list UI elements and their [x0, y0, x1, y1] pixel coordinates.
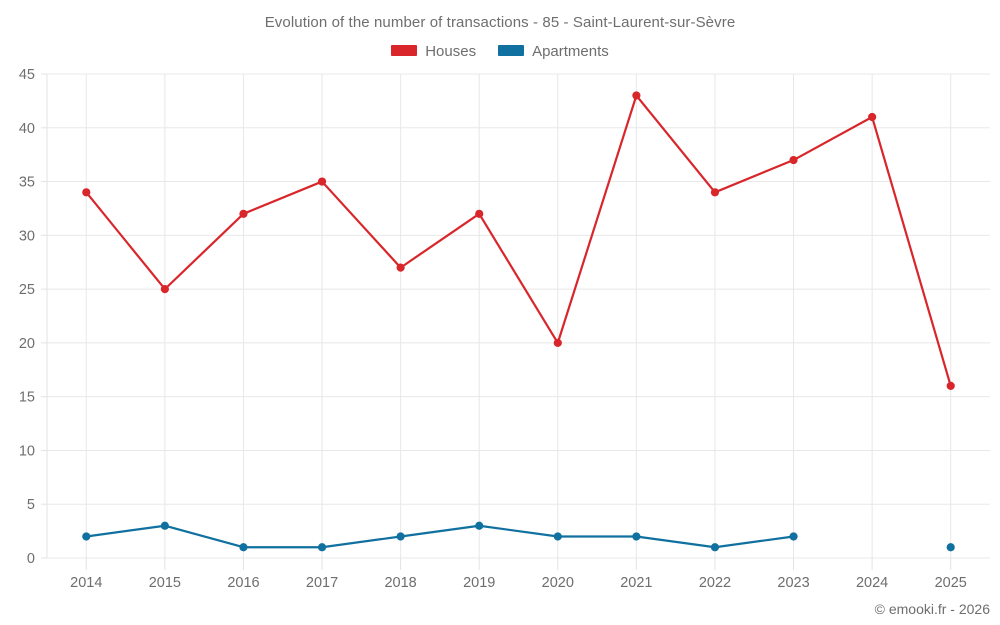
data-point[interactable]	[789, 155, 798, 165]
x-tick-label: 2017	[306, 575, 338, 591]
x-tick-label: 2015	[149, 575, 181, 591]
legend-swatch-houses	[391, 45, 418, 56]
y-tick-label: 10	[19, 443, 35, 459]
axis-lines	[41, 73, 952, 570]
y-tick-label: 5	[27, 497, 35, 513]
x-tick-label: 2023	[777, 575, 809, 591]
y-tick-label: 25	[19, 282, 35, 298]
series-line	[85, 94, 952, 388]
x-tick-label: 2018	[384, 575, 416, 591]
y-tick-label: 40	[19, 121, 35, 137]
data-point[interactable]	[710, 543, 720, 552]
y-tick-label: 45	[19, 67, 35, 83]
legend-item-houses[interactable]: Houses	[391, 43, 477, 60]
y-tick-label: 15	[19, 390, 35, 406]
series-apartments	[82, 521, 955, 552]
data-point[interactable]	[789, 532, 798, 541]
y-tick-label: 30	[19, 228, 35, 244]
x-tick-label: 2014	[70, 575, 102, 591]
data-point[interactable]	[710, 188, 720, 197]
data-point[interactable]	[868, 112, 877, 122]
data-point[interactable]	[317, 543, 327, 552]
chart-title: Evolution of the number of transactions …	[264, 14, 736, 31]
grid-lines	[47, 73, 990, 559]
series-line	[85, 524, 795, 549]
data-point[interactable]	[396, 532, 405, 541]
x-tick-label: 2024	[856, 575, 888, 591]
data-point[interactable]	[553, 532, 562, 541]
data-point[interactable]	[553, 338, 562, 347]
copyright-footer: © emooki.fr - 2026	[874, 601, 990, 617]
data-point[interactable]	[632, 532, 641, 541]
x-axis-tick-labels: 2014 2015 2016 2017 2018 2019 2020 2021 2022 2023…	[70, 575, 967, 591]
legend-item-apartments[interactable]: Apartments	[498, 43, 609, 60]
y-axis-tick-labels: 0 5 10 15 20 25 30 35 40 45	[19, 67, 35, 567]
data-point[interactable]	[946, 543, 955, 552]
data-point[interactable]	[946, 381, 955, 391]
legend-label-houses: Houses	[425, 43, 477, 60]
data-point[interactable]	[160, 285, 169, 294]
data-point[interactable]	[82, 532, 91, 541]
x-tick-label: 2016	[227, 575, 259, 591]
data-point[interactable]	[396, 263, 405, 272]
x-tick-label: 2020	[542, 575, 574, 591]
data-series-layer	[82, 91, 955, 552]
data-point[interactable]	[632, 91, 641, 100]
x-tick-label: 2019	[463, 575, 495, 591]
legend-label-apartments: Apartments	[532, 43, 609, 60]
x-tick-label: 2021	[620, 575, 652, 591]
y-tick-label: 0	[27, 551, 35, 567]
data-point[interactable]	[160, 521, 169, 530]
x-tick-label: 2022	[699, 575, 731, 591]
data-point[interactable]	[475, 521, 484, 530]
data-point[interactable]	[239, 543, 248, 552]
data-point[interactable]	[317, 177, 327, 186]
x-tick-label: 2025	[935, 575, 967, 591]
data-point[interactable]	[239, 209, 248, 218]
y-tick-label: 20	[19, 336, 35, 352]
legend-swatch-apartments	[498, 45, 525, 56]
data-point[interactable]	[82, 188, 91, 197]
chart-legend: Houses Apartments	[0, 43, 1000, 60]
series-houses	[82, 91, 955, 391]
y-tick-label: 35	[19, 175, 35, 191]
data-point[interactable]	[475, 209, 484, 218]
